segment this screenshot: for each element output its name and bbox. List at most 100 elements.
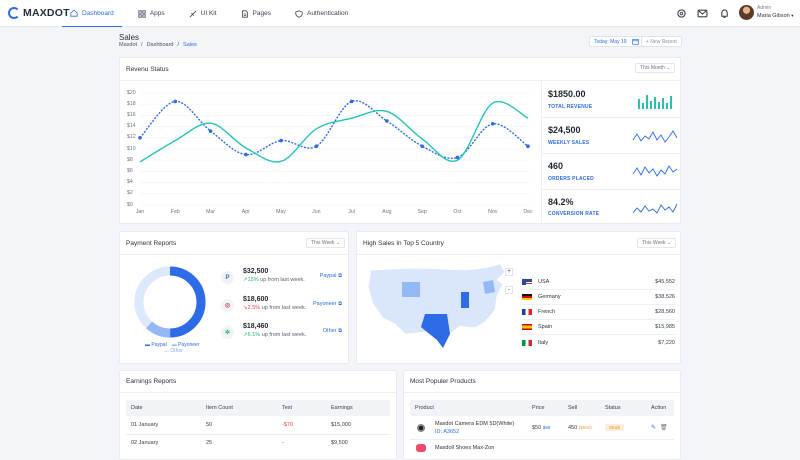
stat-value: 84.2% — [548, 197, 574, 207]
x-tick-label: May — [276, 209, 286, 215]
table-cell: 02 January — [131, 440, 159, 446]
stat-label: WEEKLY SALES — [548, 140, 590, 146]
usa-flag-icon — [522, 279, 532, 285]
user-profile[interactable]: Admin Maria Gibson ▾ — [739, 5, 794, 20]
nav-uikit-label: UI Kit — [200, 10, 217, 17]
mail-icon[interactable] — [697, 8, 708, 19]
country-amount: $7,220 — [658, 339, 675, 346]
spain-flag-icon — [522, 324, 532, 330]
col-product: Product — [415, 405, 434, 411]
earnings-table-header — [126, 400, 390, 416]
other-link[interactable]: Other ⧉ — [322, 328, 342, 334]
stat-value: 460 — [548, 161, 564, 171]
map-zoom-out-button[interactable]: - — [505, 286, 513, 294]
payoneer-link[interactable]: Payoneer ⧉ — [312, 301, 342, 307]
x-tick-label: Sep — [417, 209, 427, 215]
products-table-header — [410, 400, 674, 416]
country-amount: $28,560 — [655, 309, 675, 315]
earnings-title: Earnings Reports — [126, 378, 177, 385]
home-icon — [70, 9, 78, 17]
stat-label: CONVERSION RATE — [548, 211, 600, 217]
page-title: Sales — [119, 33, 140, 42]
bell-icon[interactable] — [719, 8, 730, 19]
country-row: USA $45,552 — [520, 275, 675, 290]
shield-icon — [295, 9, 303, 18]
table-cell: - — [282, 440, 284, 446]
shoe-product-thumb — [416, 444, 426, 452]
payment-amount: $18,460 — [243, 323, 269, 330]
payment-donut-chart — [134, 266, 206, 338]
col-price: Price — [532, 405, 545, 411]
paypal-icon: P — [221, 271, 234, 284]
top-navbar: MAXDOT Dashboard Apps UI Kit Pages Authe… — [0, 0, 800, 27]
stat-weekly-sales: $24,500 WEEKLY SALES — [541, 118, 680, 154]
nav-uikit[interactable]: UI Kit — [181, 0, 225, 27]
stat-label: ORDERS PLACED — [548, 176, 594, 182]
nav-apps-label: Apps — [149, 10, 165, 17]
nav-dashboard[interactable]: Dashboard — [62, 0, 122, 27]
col-date: Date — [131, 405, 143, 411]
state-highlight — [402, 282, 420, 297]
y-tick-label: $10 — [127, 145, 136, 152]
paypal-link[interactable]: Paypal ⧉ — [319, 273, 342, 279]
nav-apps[interactable]: Apps — [130, 0, 173, 27]
product-name[interactable]: Maxdoll Shoes Max-Zon — [435, 445, 495, 451]
calendar-icon — [631, 39, 639, 45]
col-text: Text — [282, 405, 293, 411]
product-name[interactable]: Maxdot Camera EDM 5D(White) — [435, 421, 515, 427]
line-sparkline-icon — [632, 130, 678, 143]
country-row: French $28,560 — [520, 305, 675, 320]
country-name: Spain — [538, 324, 553, 330]
col-earnings: Earnings — [331, 405, 353, 411]
breadcrumb-maxdot[interactable]: Maxdot — [119, 42, 138, 48]
stat-total-revenue: $1850.00 TOTAL REVENUE — [541, 81, 680, 117]
stat-orders-placed: 460 ORDERS PLACED — [541, 154, 680, 190]
camera-product-thumb — [416, 423, 426, 433]
donut-segment-paypal — [134, 266, 206, 338]
breadcrumb-dashboard[interactable]: Dashboard — [146, 42, 174, 48]
delete-icon[interactable]: 🗑 — [660, 425, 668, 431]
usa-map[interactable] — [365, 262, 515, 354]
country-filter-dropdown[interactable]: This Week ⌄ — [637, 238, 677, 248]
new-report-button[interactable]: + New Report — [641, 36, 682, 47]
france-flag-icon — [522, 309, 532, 315]
nav-dashboard-label: Dashboard — [82, 9, 114, 17]
divider — [541, 189, 680, 190]
stat-value: $1850.00 — [548, 89, 586, 99]
legend-payoneer: ▬ Payoneer — [171, 342, 200, 348]
nav-pages[interactable]: Pages — [233, 0, 279, 27]
divider — [541, 153, 680, 154]
map-zoom-in-button[interactable]: + — [505, 268, 513, 276]
col-item-count: Item Count — [206, 405, 233, 411]
line-sparkline-icon — [632, 165, 678, 177]
user-name: Maria Gibson — [757, 13, 790, 19]
y-tick-label: $0 — [127, 201, 133, 208]
y-tick-label: $18 — [127, 100, 136, 107]
payment-filter-dropdown[interactable]: This Week ⌄ — [306, 238, 346, 248]
payment-reports-card — [119, 231, 349, 364]
country-amount: $15,985 — [655, 324, 675, 330]
stat-conversion-rate: 84.2% CONVERSION RATE — [541, 190, 680, 224]
edit-icon[interactable]: ✎ — [651, 425, 657, 431]
top-country-title: High Sales In Top 5 Country — [363, 240, 444, 247]
user-role: Admin — [757, 5, 772, 11]
external-link-icon: ⧉ — [338, 328, 342, 334]
product-id: ID: A3652 — [435, 429, 460, 435]
nav-authentication[interactable]: Authentication — [287, 0, 356, 27]
legend-paypal: ▬ Paypal — [145, 342, 167, 348]
chevron-down-icon: ⌄ — [666, 240, 672, 246]
y-tick-label: $14 — [127, 123, 136, 130]
revenue-filter-dropdown[interactable]: This Month ⌄ — [635, 63, 676, 73]
date-picker-button[interactable]: Today: May 19 — [589, 36, 644, 47]
brand-logo[interactable]: MAXDOT — [8, 7, 70, 19]
payoneer-icon: ◎ — [221, 299, 234, 312]
nav-auth-label: Authentication — [306, 10, 349, 17]
breadcrumb: Maxdot / Dashboard / Sales — [119, 42, 197, 48]
brand-name: MAXDOT — [23, 7, 70, 19]
settings-gear-icon[interactable] — [676, 8, 687, 19]
avatar — [739, 5, 754, 20]
col-status: Status — [605, 405, 621, 411]
country-name: Germany — [538, 294, 561, 300]
x-tick-label: Aug — [382, 209, 392, 215]
y-tick-label: $8 — [127, 156, 133, 163]
